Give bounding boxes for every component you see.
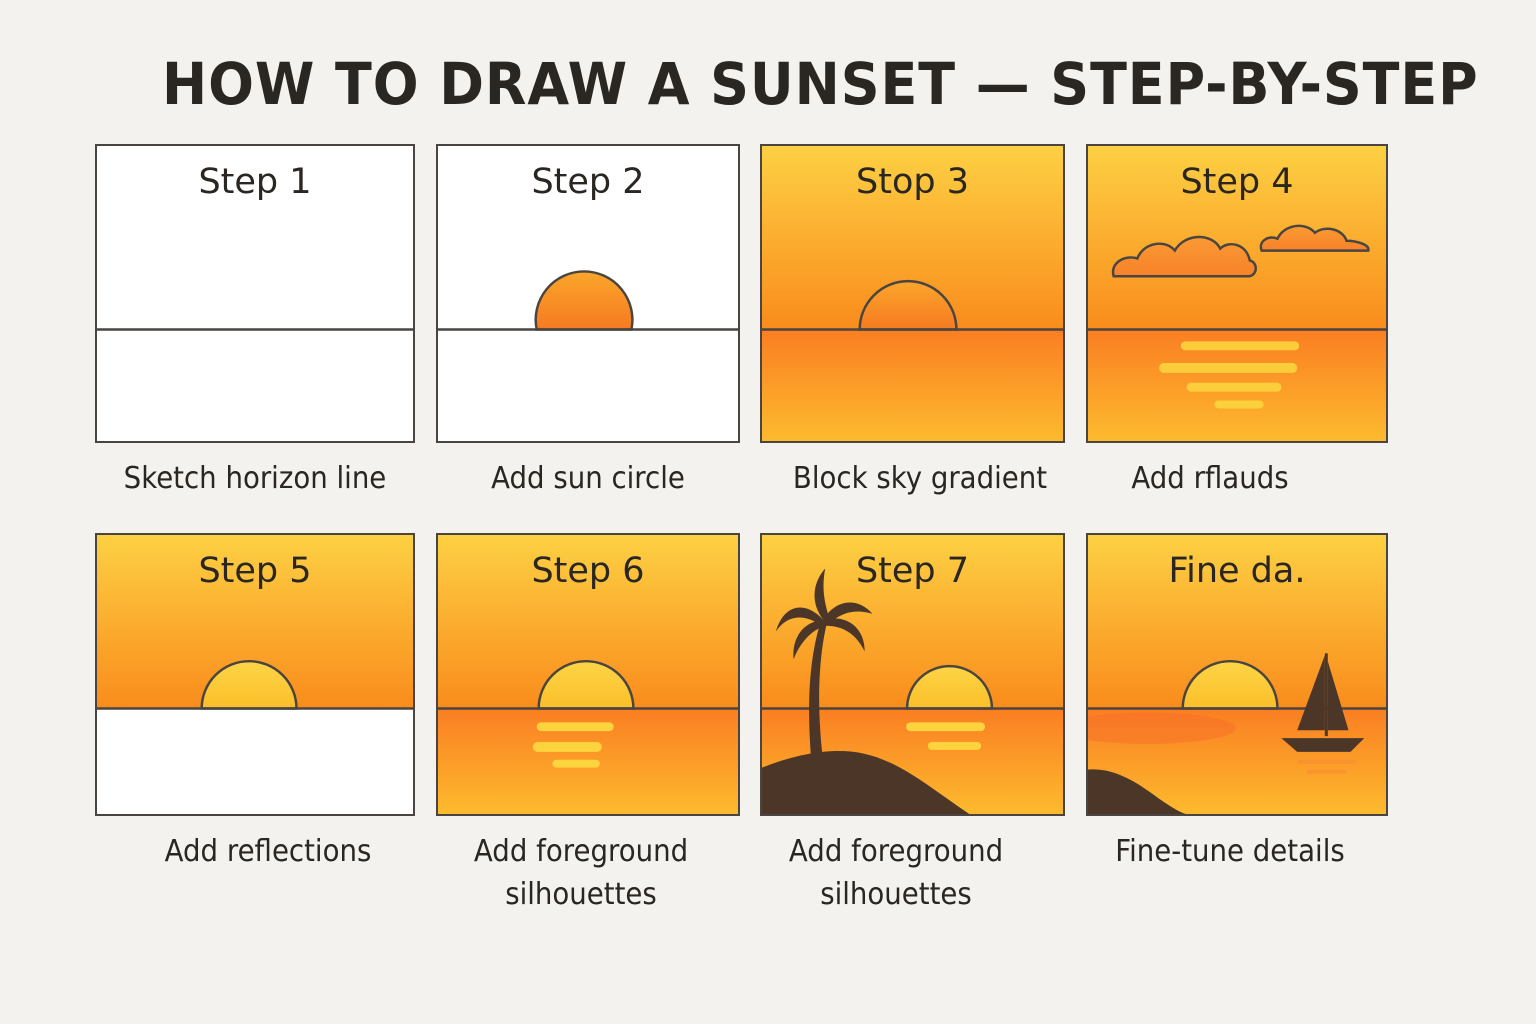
- island-silhouette: [762, 751, 970, 814]
- shore-silhouette: [1088, 769, 1187, 814]
- step-1-panel: Step 1: [95, 144, 415, 443]
- step-6-panel: Step 6: [436, 533, 740, 816]
- sun-circle: [534, 270, 634, 331]
- step-4-panel: Step 4: [1086, 144, 1388, 443]
- step-6-caption: Add foreground silhouettes: [473, 834, 689, 912]
- palm-tree-silhouette: [775, 568, 873, 762]
- sun-reflection: [1159, 341, 1300, 409]
- step-4-caption: Add rflauds: [1131, 461, 1289, 496]
- step-8-caption: Fine-tune details: [1115, 834, 1345, 869]
- step-3-caption: Block sky gradient: [792, 461, 1048, 496]
- panel-label: Fine dа.: [1168, 551, 1306, 591]
- panel-label: Step 4: [1180, 162, 1294, 202]
- sun-circle: [858, 280, 958, 331]
- sun-reflection: [532, 722, 614, 768]
- page-title: HOW TO DRAW A SUNSET — STEP-BY-STEP: [162, 50, 1479, 118]
- step-7-caption: Add foreground silhouettes: [788, 834, 1004, 912]
- sun-circle: [905, 664, 994, 710]
- boat-reflection: [1297, 759, 1357, 774]
- step-2-panel: Step 2: [436, 144, 740, 443]
- sun-circle: [537, 659, 635, 710]
- step-1-caption: Sketch horizon line: [123, 461, 387, 496]
- panel-label: Step 2: [531, 162, 645, 202]
- panel-label: Stop 3: [856, 162, 969, 202]
- step-5-caption: Add reflections: [164, 834, 372, 869]
- panel-label: Step 7: [855, 551, 970, 591]
- sun-reflection: [906, 722, 986, 750]
- cloud-right: [1259, 224, 1370, 252]
- step-3-panel: Stop 3: [760, 144, 1065, 443]
- panel-label: Step 6: [531, 551, 645, 591]
- panel-label: Step 1: [198, 162, 312, 202]
- step-7-panel: Step 7: [760, 533, 1065, 816]
- cloud-left: [1111, 235, 1257, 278]
- sun-circle: [1181, 659, 1279, 710]
- step-2-caption: Add sun circle: [491, 461, 685, 496]
- step-5-panel: Step 5: [95, 533, 415, 816]
- panel-label: Step 5: [198, 551, 312, 591]
- sun-circle: [200, 659, 298, 710]
- step-8-panel: Fine dа.: [1086, 533, 1388, 816]
